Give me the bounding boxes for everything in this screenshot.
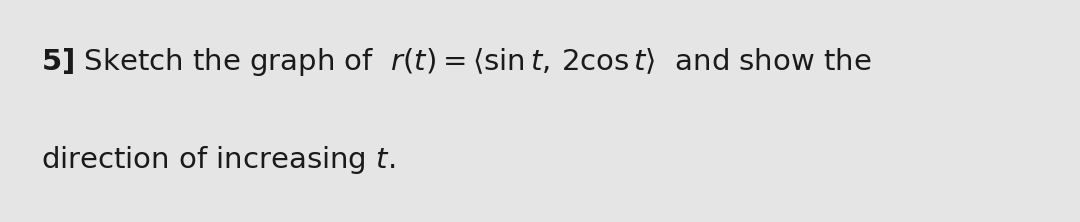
Text: direction of increasing $t$.: direction of increasing $t$. xyxy=(41,144,395,176)
Text: $\mathbf{5]}$ Sketch the graph of  $r(t) = \langle \sin t,\, 2\cos t\rangle$  an: $\mathbf{5]}$ Sketch the graph of $r(t) … xyxy=(41,46,872,78)
